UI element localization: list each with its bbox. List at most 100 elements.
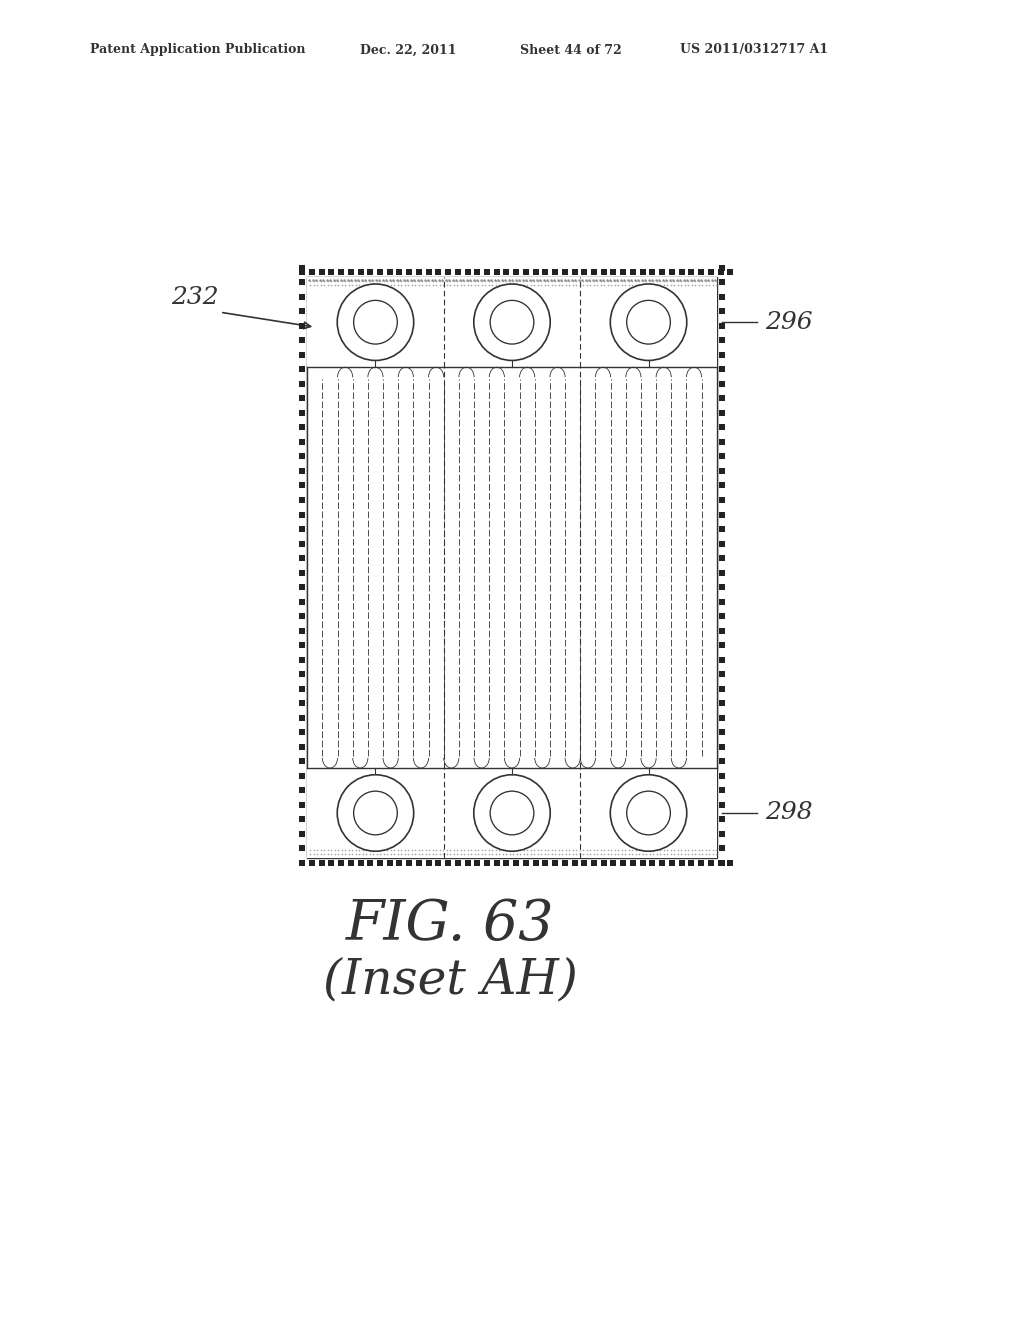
Point [473,843,489,865]
Point [347,843,364,865]
Point [476,269,493,290]
Point [294,620,310,642]
Point [319,271,336,292]
Point [430,261,446,282]
Point [628,275,644,296]
Point [508,269,524,290]
Point [431,275,447,296]
Point [326,269,342,290]
Point [526,840,543,861]
Point [341,271,357,292]
Point [707,269,723,290]
Point [575,840,592,861]
Point [358,843,375,865]
Point [687,271,703,292]
Point [568,271,585,292]
Point [551,275,567,296]
Point [582,843,598,865]
Point [625,853,641,874]
Point [628,271,644,292]
Point [316,843,333,865]
Point [402,269,419,290]
Point [396,840,413,861]
Point [294,432,310,453]
Point [294,504,310,525]
Point [301,269,317,290]
Point [532,269,549,290]
Point [396,271,413,292]
Point [665,269,681,290]
Point [589,275,605,296]
Point [659,275,676,296]
Point [498,271,514,292]
Point [509,843,525,865]
Point [592,269,608,290]
Point [305,275,322,296]
Point [343,853,359,874]
Point [365,271,381,292]
Point [518,269,535,290]
Point [575,843,592,865]
Point [488,853,505,874]
Point [414,843,430,865]
Point [414,275,430,296]
Point [323,840,339,861]
Point [568,275,585,296]
Point [403,840,420,861]
Point [538,261,554,282]
Point [714,562,730,583]
Point [672,269,688,290]
Point [680,840,696,861]
Point [714,315,730,337]
Point [351,840,368,861]
Point [547,275,563,296]
Point [714,606,730,627]
Point [479,853,496,874]
Point [648,840,665,861]
Point [566,261,583,282]
Point [680,271,696,292]
Point [670,840,686,861]
Point [534,840,550,861]
Point [641,271,657,292]
Point [343,261,359,282]
Point [421,261,437,282]
Point [540,843,556,865]
Point [697,275,714,296]
Point [420,269,436,290]
Point [353,269,370,290]
Point [655,843,672,865]
Point [309,271,326,292]
Point [714,272,730,293]
Point [705,271,721,292]
Point [631,840,647,861]
Point [519,271,536,292]
Point [347,275,364,296]
Point [697,271,714,292]
Point [376,840,392,861]
Point [714,737,730,758]
Point [647,269,664,290]
Point [294,853,310,874]
Point [333,269,349,290]
Point [662,269,678,290]
Point [492,843,508,865]
Point [579,840,595,861]
Point [319,275,336,296]
Point [683,843,699,865]
Point [570,269,587,290]
Point [644,261,660,282]
Point [445,275,462,296]
Point [631,843,647,865]
Point [499,853,515,874]
Point [714,577,730,598]
Text: 232: 232 [171,285,219,309]
Point [386,840,402,861]
Point [514,269,530,290]
Point [512,840,528,861]
Point [330,843,346,865]
Point [477,840,494,861]
Point [687,843,703,865]
Point [425,840,441,861]
Point [598,269,614,290]
